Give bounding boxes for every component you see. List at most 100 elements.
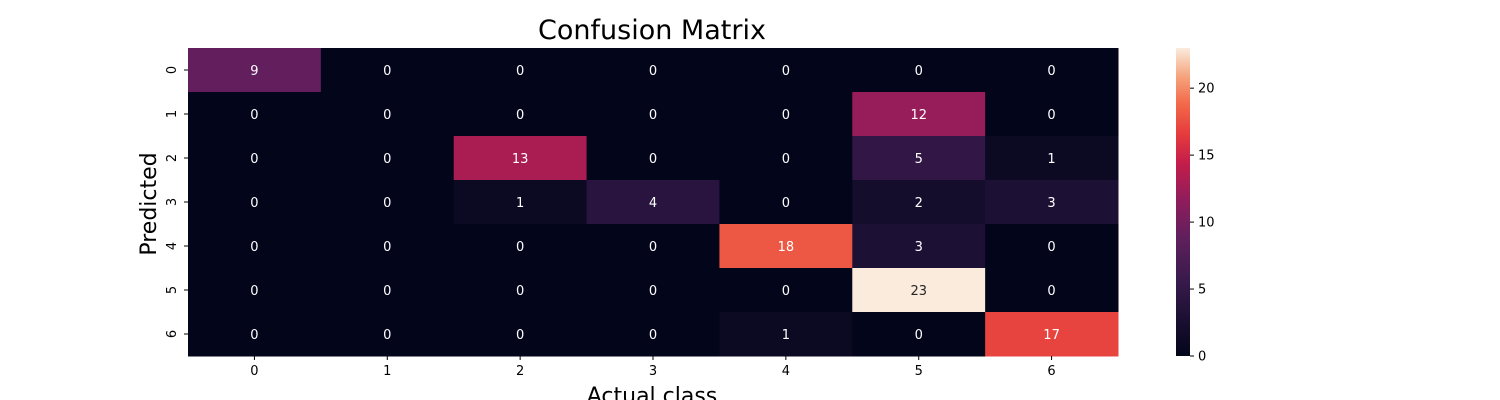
cell-value-label: 0 (383, 152, 391, 167)
cell-value-label: 3 (915, 240, 923, 255)
cell-value-label: 0 (516, 64, 524, 79)
heatmap-cell (852, 48, 986, 93)
cell-value-label: 0 (516, 328, 524, 343)
colorbar (1176, 48, 1190, 356)
cell-value-label: 0 (250, 328, 258, 343)
heatmap-cell (852, 312, 986, 357)
cell-value-label: 0 (782, 64, 790, 79)
cell-value-label: 4 (649, 196, 657, 211)
chart-title: Confusion Matrix (538, 15, 766, 46)
colorbar-tick-label: 5 (1198, 283, 1206, 298)
heatmap-cell (188, 268, 322, 313)
heatmap-cell (188, 224, 322, 269)
heatmap-cell (188, 48, 322, 93)
cell-value-label: 0 (1047, 284, 1055, 299)
colorbar-tick-label: 20 (1198, 82, 1215, 97)
heatmap-cell (985, 136, 1119, 181)
cell-value-label: 0 (383, 108, 391, 123)
cell-value-label: 0 (516, 240, 524, 255)
y-tick-label: 6 (165, 330, 180, 338)
cell-value-label: 0 (250, 240, 258, 255)
cell-value-label: 0 (649, 240, 657, 255)
cell-value-label: 23 (910, 284, 927, 299)
cell-value-label: 0 (649, 328, 657, 343)
cell-value-label: 0 (782, 284, 790, 299)
cell-value-label: 3 (1047, 196, 1055, 211)
cell-value-label: 1 (782, 328, 790, 343)
x-tick-label: 6 (1047, 364, 1055, 379)
heatmap-cell (586, 180, 720, 225)
cell-value-label: 0 (383, 240, 391, 255)
heatmap-cell (719, 224, 853, 269)
cell-value-label: 0 (782, 196, 790, 211)
cell-value-label: 9 (250, 64, 258, 79)
heatmap-cell (320, 180, 455, 225)
heatmap-cell (985, 312, 1119, 357)
heatmap-cells: 9 0 0 0 0 0 00 0 0 0 0 12 00 0 13 0 0 5 10 0 1 4 0 2 30 0 0 0 18 3 00 0… (188, 48, 1119, 357)
cell-value-label: 0 (915, 328, 923, 343)
y-tick-label: 2 (165, 154, 180, 162)
colorbar-ticks: 0 5 10 15 20 (1190, 82, 1215, 365)
cell-value-label: 2 (915, 196, 923, 211)
cell-value-label: 13 (512, 152, 529, 167)
x-tick-label: 3 (649, 364, 657, 379)
heatmap-cell (586, 224, 720, 269)
heatmap-cell (320, 268, 455, 313)
heatmap-cell (852, 92, 986, 137)
heatmap-cell (852, 136, 986, 181)
y-tick-label: 4 (165, 242, 180, 250)
cell-value-label: 0 (649, 64, 657, 79)
heatmap-cell (188, 180, 322, 225)
cell-value-label: 0 (383, 328, 391, 343)
cell-value-label: 0 (250, 152, 258, 167)
heatmap-cell (852, 224, 986, 269)
heatmap-cell (852, 268, 986, 313)
cell-value-label: 17 (1043, 328, 1060, 343)
heatmap-cell (719, 92, 853, 137)
heatmap-cell (719, 48, 853, 93)
x-axis-ticks: 0 1 2 3 4 5 6 (250, 356, 1056, 379)
cell-value-label: 0 (915, 64, 923, 79)
heatmap-cell (586, 268, 720, 313)
heatmap-cell (985, 48, 1119, 93)
heatmap-cell (320, 136, 455, 181)
cell-value-label: 12 (910, 108, 927, 123)
cell-value-label: 0 (383, 284, 391, 299)
cell-value-label: 1 (516, 196, 524, 211)
heatmap-cell (453, 312, 588, 357)
heatmap-cell (453, 268, 588, 313)
heatmap-cell (320, 48, 455, 93)
cell-value-label: 0 (1047, 108, 1055, 123)
cell-value-label: 0 (1047, 240, 1055, 255)
heatmap-cell (453, 180, 588, 225)
cell-value-label: 0 (649, 284, 657, 299)
x-tick-label: 4 (782, 364, 790, 379)
cell-value-label: 0 (516, 284, 524, 299)
x-tick-label: 0 (250, 364, 258, 379)
y-axis-label: Predicted (137, 152, 162, 255)
cell-value-label: 0 (516, 108, 524, 123)
y-tick-label: 0 (165, 66, 180, 74)
heatmap-cell (586, 92, 720, 137)
cell-value-label: 0 (649, 152, 657, 167)
cell-value-label: 0 (782, 108, 790, 123)
heatmap-cell (852, 180, 986, 225)
colorbar-tick-label: 10 (1198, 216, 1215, 231)
heatmap-cell (586, 136, 720, 181)
cell-value-label: 5 (915, 152, 923, 167)
heatmap-cell (320, 312, 455, 357)
colorbar-tick-label: 0 (1198, 350, 1206, 365)
heatmap-cell (719, 180, 853, 225)
y-tick-label: 1 (165, 110, 180, 118)
cell-value-label: 0 (383, 196, 391, 211)
y-tick-label: 5 (165, 286, 180, 294)
cell-value-label: 0 (250, 284, 258, 299)
x-tick-label: 5 (915, 364, 923, 379)
heatmap-cell (188, 92, 322, 137)
cell-value-label: 0 (250, 196, 258, 211)
heatmap-cell (188, 312, 322, 357)
heatmap-cell (586, 48, 720, 93)
colorbar-tick-label: 15 (1198, 149, 1215, 164)
cell-value-label: 0 (1047, 64, 1055, 79)
